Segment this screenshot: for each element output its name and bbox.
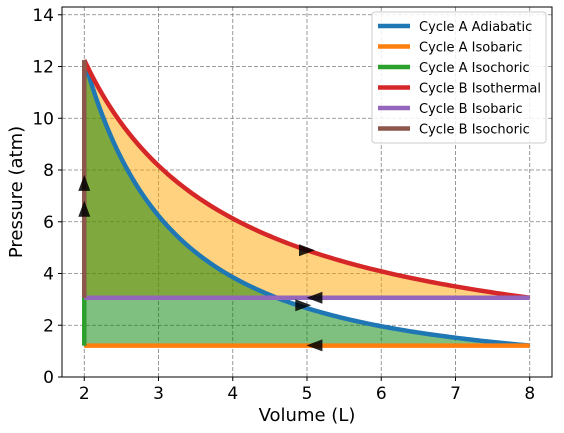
x-tick-label: 2 (79, 384, 90, 404)
arrow-up-cycle-a (78, 200, 91, 217)
y-tick-label: 4 (43, 265, 54, 285)
legend-label: Cycle B Isothermal (419, 82, 541, 97)
x-tick-label: 5 (302, 384, 313, 404)
direction-arrows (78, 174, 323, 352)
arrow-right-cycle-b (299, 244, 315, 257)
y-tick-label: 12 (32, 58, 54, 78)
x-tick-label: 3 (153, 384, 164, 404)
legend: Cycle A Adiabatic Cycle A Isobaric Cycle A… (371, 11, 547, 144)
legend-label: Cycle A Isochoric (419, 61, 530, 76)
cycle-b-area-fill (84, 60, 530, 298)
x-tick-label: 4 (227, 384, 238, 404)
legend-box (371, 11, 547, 144)
axis-ticks: 2 3 4 5 6 7 8 0 2 4 6 8 10 12 14 (32, 6, 535, 404)
legend-label: Cycle B Isobaric (419, 102, 523, 117)
arrow-left-cycle-b (306, 291, 323, 304)
x-axis-label: Volume (L) (259, 405, 356, 426)
arrow-left-cycle-a (306, 339, 323, 352)
arrow-right-cycle-a (295, 299, 312, 312)
cycle-a-area-fill (84, 60, 530, 346)
cycle-fills (84, 60, 530, 346)
y-tick-label: 6 (43, 213, 54, 233)
series-cycle-a-adiabatic (82, 59, 530, 348)
y-tick-label: 10 (32, 109, 54, 129)
legend-label: Cycle A Isobaric (419, 41, 523, 56)
y-tick-label: 14 (32, 6, 54, 26)
y-axis-label: Pressure (atm) (6, 126, 27, 258)
y-tick-label: 8 (43, 161, 54, 181)
y-tick-label: 0 (43, 368, 54, 388)
x-tick-label: 6 (376, 384, 387, 404)
legend-label: Cycle A Adiabatic (419, 20, 532, 35)
x-tick-label: 7 (450, 384, 461, 404)
x-tick-label: 8 (524, 384, 535, 404)
legend-label: Cycle B Isochoric (419, 123, 530, 138)
arrow-up-cycle-b (78, 174, 91, 191)
y-tick-label: 2 (43, 316, 54, 336)
